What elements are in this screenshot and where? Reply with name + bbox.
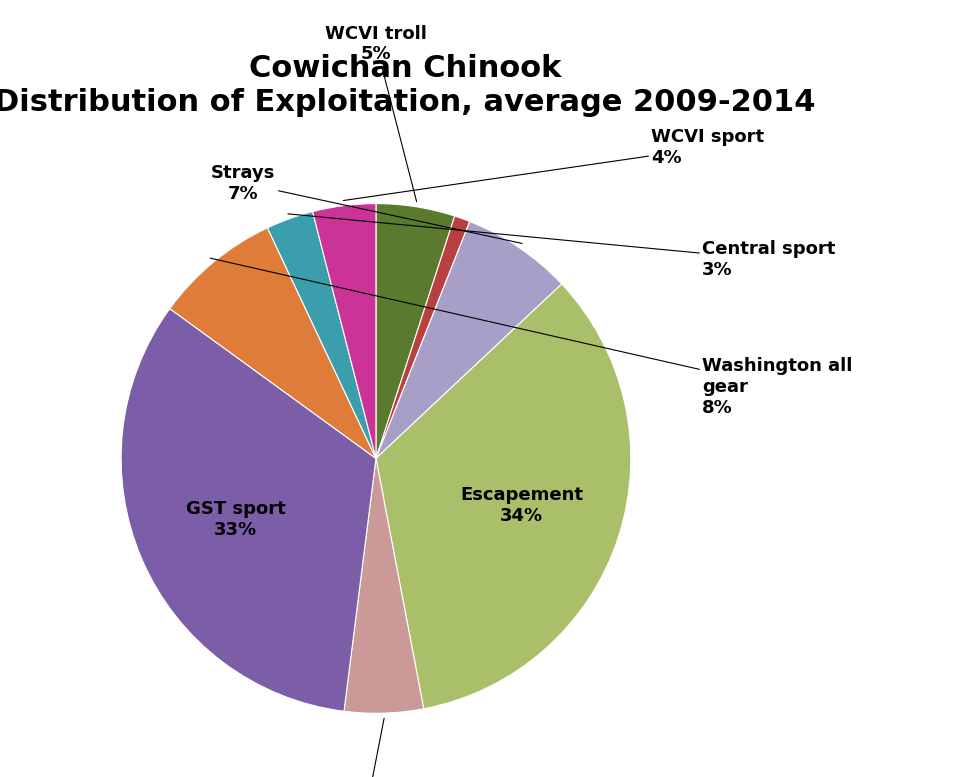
Text: Central sport
3%: Central sport 3% bbox=[288, 214, 836, 279]
Wedge shape bbox=[376, 204, 455, 458]
Wedge shape bbox=[170, 228, 376, 458]
Text: Washington all
gear
8%: Washington all gear 8% bbox=[210, 258, 852, 417]
Wedge shape bbox=[376, 284, 630, 709]
Wedge shape bbox=[267, 211, 376, 458]
Text: Cowichan
Terminal
5%: Cowichan Terminal 5% bbox=[303, 718, 399, 777]
Wedge shape bbox=[376, 216, 469, 458]
Text: Cowichan Chinook
Distribution of Exploitation, average 2009-2014: Cowichan Chinook Distribution of Exploit… bbox=[0, 54, 816, 117]
Text: GST sport
33%: GST sport 33% bbox=[186, 500, 285, 538]
Text: WCVI sport
4%: WCVI sport 4% bbox=[343, 128, 764, 200]
Text: Escapement
34%: Escapement 34% bbox=[460, 486, 583, 525]
Text: WCVI troll
5%: WCVI troll 5% bbox=[325, 25, 427, 202]
Wedge shape bbox=[344, 458, 424, 713]
Wedge shape bbox=[376, 221, 562, 458]
Wedge shape bbox=[121, 308, 376, 711]
Wedge shape bbox=[312, 204, 376, 458]
Text: Strays
7%: Strays 7% bbox=[211, 164, 522, 243]
